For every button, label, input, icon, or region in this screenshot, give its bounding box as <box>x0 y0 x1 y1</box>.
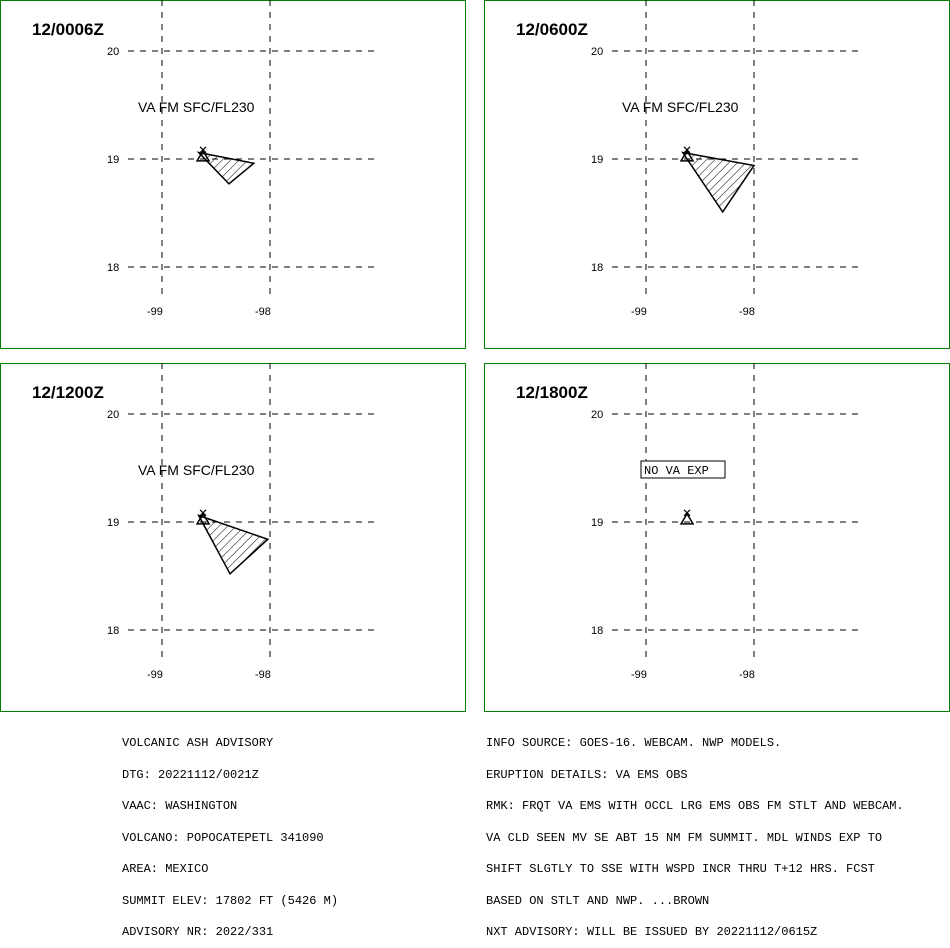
forecast-time: 12/0006Z <box>32 20 104 39</box>
lon-tick-98: -98 <box>255 306 271 318</box>
forecast-panel-1200z: 12/1200Z 20 19 18 -99 -98 VA FM SFC/FL23… <box>0 363 466 712</box>
volcano-symbol <box>679 509 695 525</box>
volcano-triangle-icon <box>679 512 695 525</box>
remarks-line: ERUPTION DETAILS: VA EMS OBS <box>486 767 688 782</box>
ash-cloud-polygon <box>681 151 756 214</box>
volcano-symbol <box>679 146 695 162</box>
no-va-exp-box <box>640 460 726 479</box>
advisory-line: DTG: 20221112/0021Z <box>122 767 259 782</box>
panel-svg: 12/0006Z 20 19 18 -99 -98 VA FM SFC/FL23… <box>0 0 466 349</box>
ash-cloud-polygon <box>196 151 256 185</box>
volcano-triangle-icon <box>679 149 695 162</box>
lon-tick-99: -99 <box>147 669 163 681</box>
forecast-time: 12/1200Z <box>32 383 104 402</box>
remarks-line: BASED ON STLT AND NWP. ...BROWN <box>486 893 710 908</box>
lat-lon-grid <box>128 0 376 300</box>
advisory-remarks-block: INFO SOURCE: GOES-16. WEBCAM. NWP MODELS… <box>486 717 904 948</box>
lat-tick-18: 18 <box>107 262 119 274</box>
advisory-line: AREA: MEXICO <box>122 862 209 876</box>
lat-tick-18: 18 <box>591 625 603 637</box>
forecast-panel-1800z: 12/1800Z 20 19 18 -99 -98 NO VA EXP <box>484 363 950 712</box>
forecast-time: 12/0600Z <box>516 20 588 39</box>
volcano-triangle-icon <box>195 149 211 162</box>
volcano-triangle-icon <box>195 512 211 525</box>
ash-level-label: VA FM SFC/FL230 <box>138 462 255 478</box>
eruption-plume-icon <box>199 509 207 517</box>
lat-tick-18: 18 <box>107 625 119 637</box>
advisory-header-block: VOLCANIC ASH ADVISORY DTG: 20221112/0021… <box>122 717 338 948</box>
lon-tick-98: -98 <box>255 669 271 681</box>
lon-tick-99: -99 <box>147 306 163 318</box>
volcano-symbol <box>195 509 211 525</box>
remarks-line: SHIFT SLGTLY TO SSE WITH WSPD INCR THRU … <box>486 862 875 876</box>
lat-tick-19: 19 <box>591 517 603 529</box>
ash-cloud-polygon <box>197 514 270 576</box>
panel-svg: 12/0600Z 20 19 18 -99 -98 VA FM SFC/FL23… <box>484 0 950 349</box>
lat-tick-19: 19 <box>591 154 603 166</box>
lat-lon-grid <box>612 0 860 300</box>
ash-level-label: VA FM SFC/FL230 <box>622 99 739 115</box>
advisory-line: VOLCANIC ASH ADVISORY <box>122 736 274 750</box>
eruption-plume-icon <box>683 146 691 154</box>
advisory-line: VOLCANO: POPOCATEPETL 341090 <box>122 830 324 845</box>
lon-tick-99: -99 <box>631 306 647 318</box>
eruption-plume-icon <box>199 146 207 154</box>
lat-lon-grid <box>612 363 860 663</box>
eruption-plume-icon <box>683 509 691 517</box>
lat-tick-20: 20 <box>107 409 119 421</box>
advisory-line: ADVISORY NR: 2022/331 <box>122 925 274 939</box>
advisory-line: VAAC: WASHINGTON <box>122 799 238 813</box>
ash-level-label: VA FM SFC/FL230 <box>138 99 255 115</box>
remarks-line: NXT ADVISORY: WILL BE ISSUED BY 20221112… <box>486 925 818 939</box>
lat-tick-20: 20 <box>107 46 119 58</box>
panel-border <box>484 363 950 712</box>
panel-svg: 12/1200Z 20 19 18 -99 -98 VA FM SFC/FL23… <box>0 363 466 712</box>
lon-tick-98: -98 <box>739 306 755 318</box>
no-va-exp-label: NO VA EXP <box>644 464 709 478</box>
lon-tick-99: -99 <box>631 669 647 681</box>
lat-tick-19: 19 <box>107 154 119 166</box>
remarks-line: VA CLD SEEN MV SE ABT 15 NM FM SUMMIT. M… <box>486 830 883 845</box>
forecast-panel-0600z: 12/0600Z 20 19 18 -99 -98 VA FM SFC/FL23… <box>484 0 950 349</box>
forecast-panel-0006z: 12/0006Z 20 19 18 -99 -98 VA FM SFC/FL23… <box>0 0 466 349</box>
volcano-symbol <box>195 146 211 162</box>
lat-tick-18: 18 <box>591 262 603 274</box>
lon-tick-98: -98 <box>739 669 755 681</box>
lat-tick-20: 20 <box>591 409 603 421</box>
forecast-time: 12/1800Z <box>516 383 588 402</box>
remarks-line: INFO SOURCE: GOES-16. WEBCAM. NWP MODELS… <box>486 736 782 750</box>
advisory-line: SUMMIT ELEV: 17802 FT (5426 M) <box>122 893 339 908</box>
remarks-line: RMK: FRQT VA EMS WITH OCCL LRG EMS OBS F… <box>486 799 904 813</box>
lat-tick-19: 19 <box>107 517 119 529</box>
lat-lon-grid <box>128 363 376 663</box>
panel-svg: 12/1800Z 20 19 18 -99 -98 NO VA EXP <box>484 363 950 712</box>
lat-tick-20: 20 <box>591 46 603 58</box>
